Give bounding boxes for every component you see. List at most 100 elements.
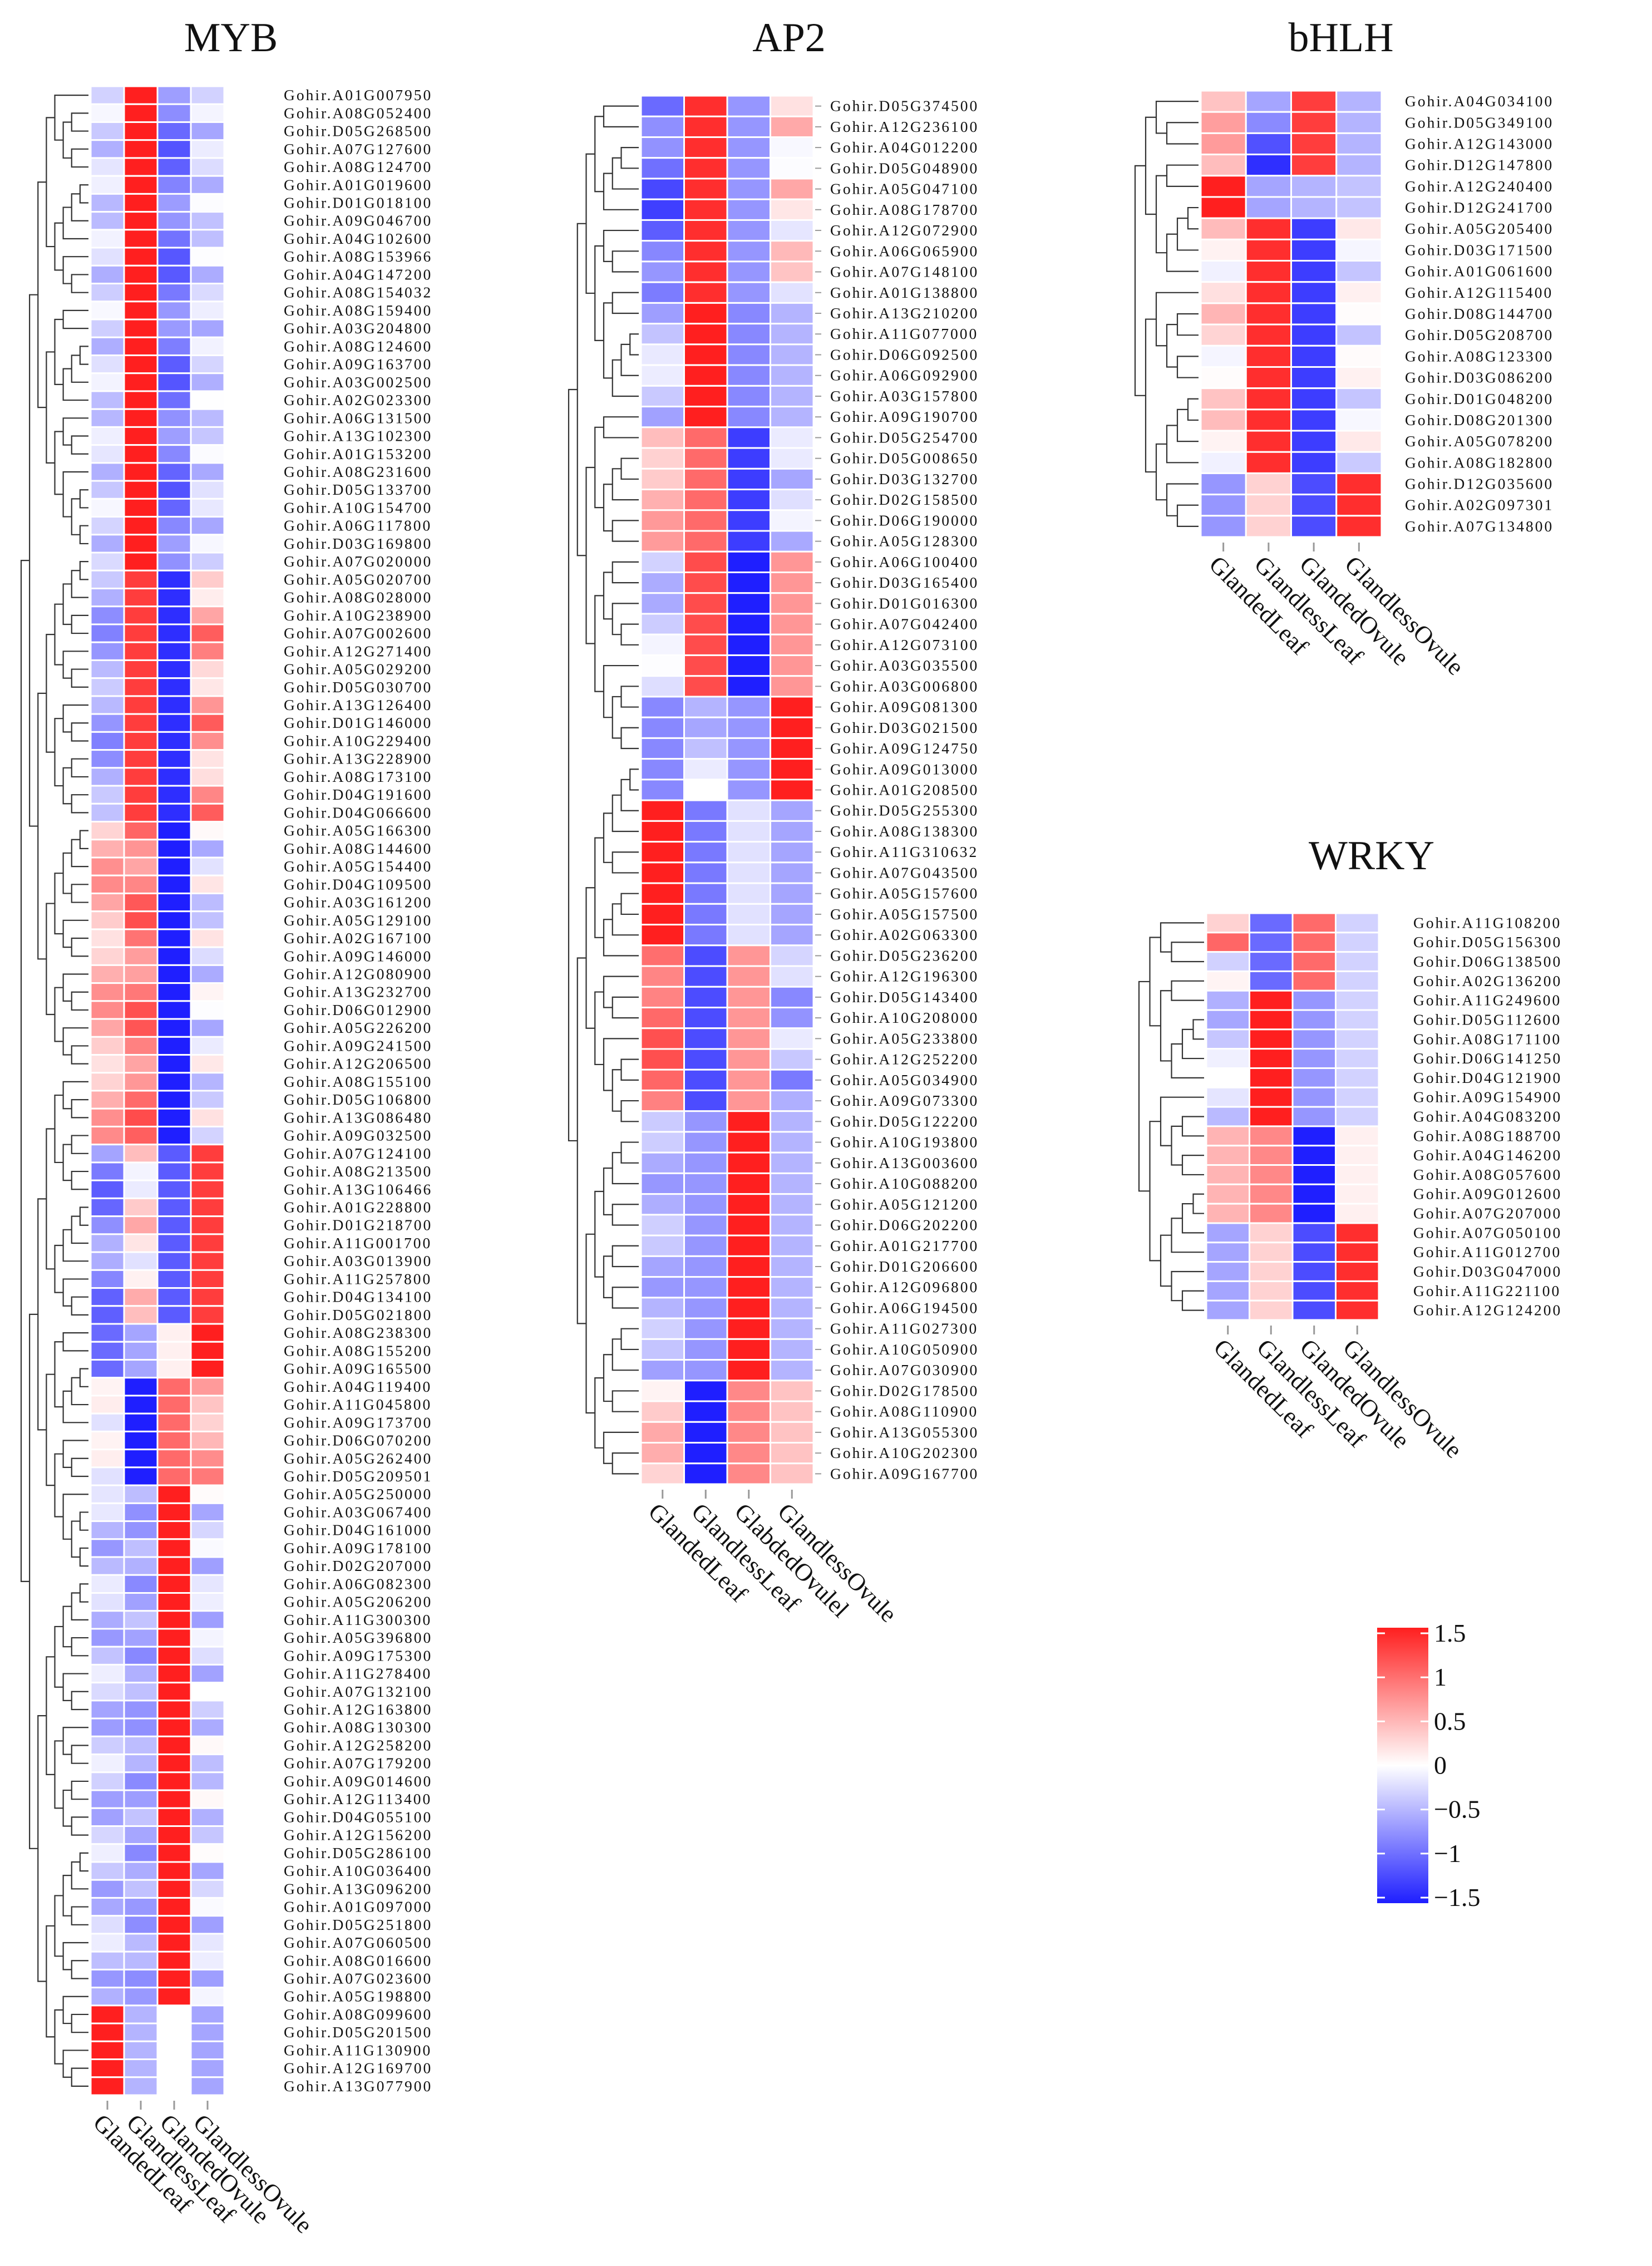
heatmap-cell <box>123 928 159 948</box>
heatmap-cell <box>1205 1280 1250 1302</box>
heatmap-cell <box>90 444 125 464</box>
heatmap-cell <box>1290 132 1338 156</box>
gene-label: Gohir.A09G032500 <box>284 1127 432 1144</box>
heatmap-cell <box>770 1193 815 1216</box>
dendrogram-branch <box>1149 937 1161 1027</box>
gene-label: Gohir.D06G202200 <box>830 1216 979 1234</box>
heatmap-cell <box>1200 472 1247 496</box>
gene-label: Gohir.A12G252200 <box>830 1051 979 1068</box>
gene-label: Gohir.A09G012600 <box>1413 1185 1562 1203</box>
dendrogram-branch <box>620 686 639 708</box>
heatmap-cell <box>726 737 771 760</box>
heatmap-cell <box>770 882 815 905</box>
dendrogram-branch <box>54 987 63 1042</box>
heatmap-cell <box>190 1125 225 1146</box>
heatmap-cell <box>156 2040 192 2061</box>
heatmap-cell <box>123 264 159 285</box>
heatmap-cell <box>640 1027 685 1050</box>
heatmap-cell <box>726 1359 771 1382</box>
heatmap-cell <box>90 1771 125 1791</box>
heatmap-cell <box>90 139 125 159</box>
heatmap-cell <box>190 1233 225 1253</box>
heatmap-cell <box>123 964 159 984</box>
heatmap-cell <box>123 874 159 894</box>
heatmap-cell <box>156 1879 192 1899</box>
heatmap-cell <box>726 1007 771 1029</box>
dendrogram-branch <box>603 919 639 957</box>
heatmap-cell <box>156 551 192 572</box>
heatmap-cell <box>90 1807 125 1827</box>
heatmap-cell <box>1335 1086 1380 1108</box>
heatmap-cell <box>190 121 225 141</box>
dendrogram-branch <box>54 2009 63 2065</box>
heatmap-cell <box>1200 366 1247 390</box>
heatmap-cell <box>1335 302 1383 326</box>
heatmap-cell <box>123 1556 159 1576</box>
gene-label: Gohir.A08G124700 <box>284 158 432 175</box>
ap2-heatmap: Gohir.D05G374500 Gohir.A12G236100 Gohir.A0… <box>568 95 979 1628</box>
dendrogram-branch <box>603 976 639 1008</box>
heatmap-cell <box>770 219 815 242</box>
heatmap-cell <box>190 1682 225 1702</box>
heatmap-cell <box>1335 989 1380 1011</box>
heatmap-cell <box>683 1442 728 1465</box>
heatmap-cell <box>190 1412 225 1432</box>
gene-label: Gohir.A01G007950 <box>284 86 432 104</box>
dendrogram-branch <box>620 893 639 915</box>
heatmap-cell <box>726 219 771 242</box>
gene-label: Gohir.A05G396800 <box>284 1629 432 1646</box>
dendrogram-branch <box>1166 122 1199 145</box>
gene-label: Gohir.A08G154032 <box>284 284 432 301</box>
heatmap-cell <box>770 1089 815 1112</box>
heatmap-cell <box>1205 1009 1250 1031</box>
heatmap-cell <box>123 121 159 141</box>
gene-label: Gohir.A05G047100 <box>830 180 979 198</box>
gene-label: Gohir.A13G210200 <box>830 304 979 322</box>
heatmap-cell <box>726 1338 771 1361</box>
gene-label: Gohir.A11G300300 <box>284 1611 432 1628</box>
heatmap-cell <box>1291 1106 1337 1127</box>
heatmap-cell <box>123 497 159 518</box>
dendrogram-branch <box>54 718 63 787</box>
gene-label: Gohir.A08G213500 <box>284 1162 432 1180</box>
heatmap-cell <box>190 1449 225 1469</box>
heatmap-cell <box>123 1036 159 1056</box>
heatmap-cell <box>156 802 192 823</box>
gene-label: Gohir.A09G124750 <box>830 740 979 757</box>
gene-label: Gohir.A08G155200 <box>284 1342 432 1359</box>
heatmap-cell <box>683 323 728 346</box>
heatmap-cell <box>156 175 192 195</box>
dendrogram-branch <box>620 1141 639 1164</box>
heatmap-cell <box>770 1421 815 1444</box>
heatmap-cell <box>770 779 815 801</box>
dendrogram-branch <box>1171 1218 1204 1253</box>
heatmap-cell <box>156 1484 192 1504</box>
heatmap-cell <box>156 1449 192 1469</box>
heatmap-cell <box>123 856 159 876</box>
heatmap-cell <box>123 1950 159 1971</box>
heatmap-cell <box>770 1214 815 1237</box>
dendrogram-branch <box>603 229 639 263</box>
heatmap-cell <box>156 480 192 500</box>
heatmap-cell <box>726 1172 771 1195</box>
heatmap-cell <box>156 1395 192 1415</box>
heatmap-cell <box>1200 238 1247 262</box>
gene-label: Gohir.A07G043500 <box>830 864 979 881</box>
heatmap-cell <box>726 924 771 947</box>
heatmap-cell <box>90 874 125 894</box>
heatmap-cell <box>156 1323 192 1343</box>
heatmap-cell <box>1249 932 1294 953</box>
heatmap-cell <box>1290 344 1338 368</box>
dendrogram-branch <box>1171 1043 1204 1078</box>
heatmap-cell <box>156 1251 192 1271</box>
gene-label: Gohir.D01G018100 <box>284 194 432 211</box>
dendrogram-branch <box>62 583 72 625</box>
heatmap-cell <box>683 841 728 864</box>
heatmap-cell <box>190 785 225 805</box>
heatmap-cell <box>90 193 125 213</box>
heatmap-cell <box>156 946 192 966</box>
heatmap-cell <box>90 605 125 625</box>
dendrogram-branch <box>612 1152 639 1185</box>
heatmap-cell <box>123 1484 159 1504</box>
heatmap-cell <box>683 1151 728 1174</box>
